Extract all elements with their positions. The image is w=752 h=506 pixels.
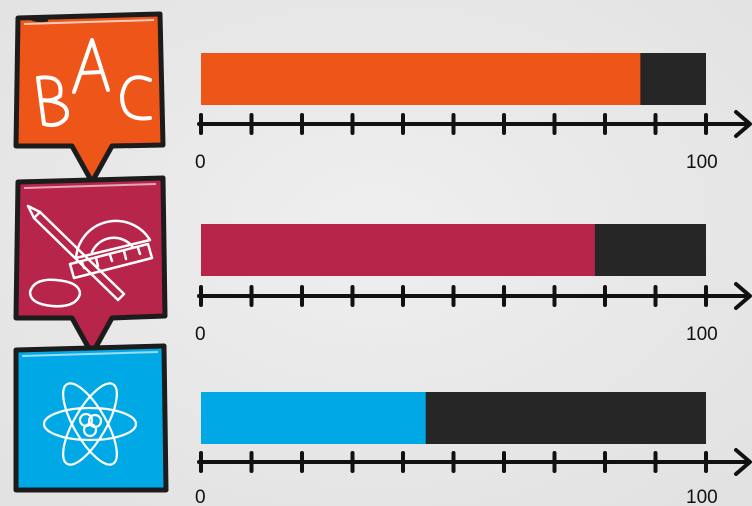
bar-value [201, 392, 426, 444]
atom-icon [42, 382, 138, 466]
bar-row: 0 100 [195, 224, 752, 345]
axis-max-label: 100 [686, 152, 718, 173]
axis-arrow [734, 110, 752, 138]
bar-value [201, 53, 641, 105]
bar-value [201, 224, 595, 276]
bars-layer: 0 100 0 100 0 100 [195, 53, 752, 506]
axis-max-label: 100 [686, 487, 718, 506]
bar-row: 0 100 [195, 53, 752, 173]
axis-min-label: 0 [195, 487, 206, 506]
pencil-protractor-eraser-icon [26, 204, 154, 308]
axis-arrow [734, 448, 752, 476]
abc-letters-icon [36, 38, 152, 128]
axis-max-label: 100 [686, 324, 718, 345]
bar-row: 0 100 [195, 392, 752, 506]
axis-min-label: 0 [195, 324, 206, 345]
axis-arrow [734, 282, 752, 310]
abc-tile [13, 11, 166, 185]
science-tile [13, 343, 169, 493]
stationery-tile [13, 175, 168, 357]
axis-min-label: 0 [195, 152, 206, 173]
